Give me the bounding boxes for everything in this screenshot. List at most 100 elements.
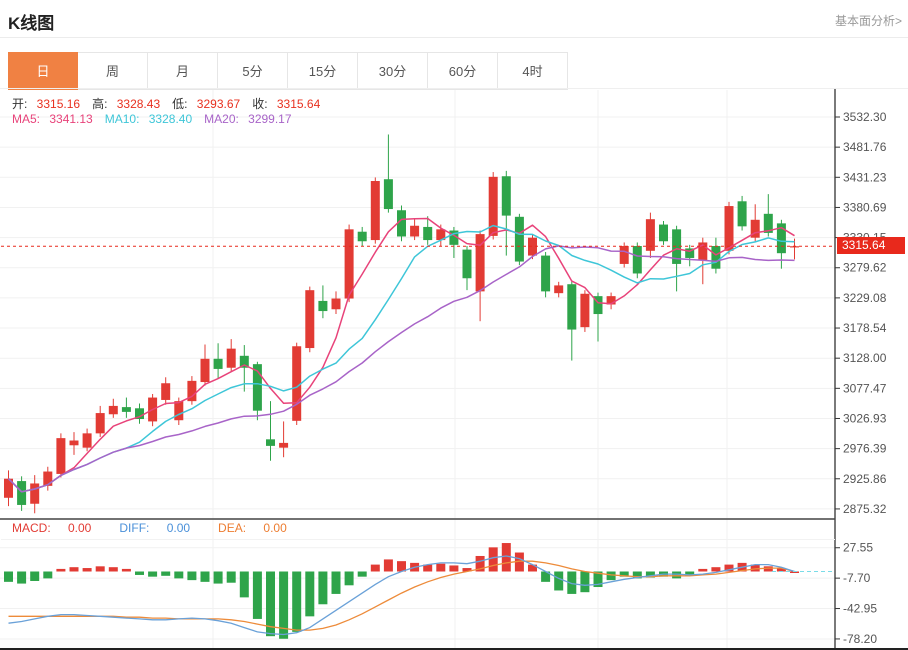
legend-item-ma20: MA20: 3299.17 [204, 112, 292, 126]
macd-bar [580, 571, 590, 593]
fundamental-analysis-link[interactable]: 基本面分析> [834, 14, 902, 28]
tab-5分[interactable]: 5分 [218, 52, 288, 90]
candle [593, 292, 603, 342]
macd-bar [95, 566, 105, 572]
macd-axis-label: -78.20 [843, 632, 877, 646]
macd-bar [135, 571, 144, 575]
macd-bar [449, 565, 459, 572]
price-axis-label: 2925.86 [843, 472, 887, 486]
macd-bar [292, 571, 302, 632]
tab-周[interactable]: 周 [78, 52, 148, 90]
macd-bar [4, 571, 13, 582]
candle [383, 134, 393, 213]
candle [17, 476, 27, 511]
legend-item-macd: MACD: 0.00 [12, 521, 92, 535]
macd-bar [763, 566, 773, 572]
macd-bar [121, 568, 131, 572]
candlesticks [4, 134, 799, 514]
candle [541, 252, 551, 298]
macd-bar [239, 571, 249, 598]
macd-bar [357, 571, 367, 577]
candle [685, 244, 695, 267]
macd-legend-line: MACD: 0.00 DIFF: 0.00 DEA: 0.00 [12, 521, 315, 535]
candle [397, 205, 406, 242]
macd-bar [462, 568, 472, 572]
candle [266, 401, 275, 461]
candle [580, 290, 590, 332]
tab-日[interactable]: 日 [8, 52, 78, 90]
candle [344, 224, 354, 303]
macd-bar [213, 571, 223, 584]
legend-item-ma10: MA10: 3328.40 [104, 112, 193, 126]
ohlc-info-line: 开: 3315.16 高: 3328.43 低: 3293.67 收: 3315.64 [12, 95, 332, 112]
candle [213, 343, 223, 379]
macd-bar [187, 571, 197, 581]
ma5-line [7, 217, 795, 493]
tab-15分[interactable]: 15分 [288, 52, 358, 90]
candle [292, 342, 302, 426]
macd-bar [383, 559, 393, 572]
price-axis-label: 3481.76 [843, 140, 887, 154]
candle [30, 475, 40, 514]
tab-4时[interactable]: 4时 [498, 52, 568, 90]
candle [200, 344, 210, 386]
price-axis-label: 3077.47 [843, 381, 887, 395]
ma-legend-line: MA5: 3341.13 MA10: 3328.40 MA20: 3299.17 [12, 112, 304, 126]
macd-bar [174, 571, 184, 579]
macd-bar [344, 571, 354, 586]
candle [632, 242, 642, 279]
macd-bar [698, 568, 708, 572]
legend-item-高: 高: 3328.43 [92, 97, 161, 111]
macd-bar [619, 571, 629, 577]
macd-bar [606, 571, 616, 581]
candle [750, 204, 760, 242]
macd-bar [554, 571, 564, 591]
macd-bar [43, 571, 53, 579]
candle [790, 238, 799, 260]
legend-item-低: 低: 3293.67 [172, 97, 241, 111]
last-price-badge: 3315.64 [837, 237, 905, 254]
candle [121, 397, 131, 418]
macd-bar [56, 568, 66, 572]
macd-bar [226, 571, 236, 583]
price-axis-label: 3431.23 [843, 170, 887, 184]
timeframe-tabbar: 日周月 5分 15分 30分 60分 4时 [8, 52, 568, 90]
macd-bar [331, 571, 341, 594]
macd-bar [17, 571, 27, 584]
macd-bar [593, 571, 603, 588]
macd-bar [161, 571, 171, 576]
tab-60分[interactable]: 60分 [428, 52, 498, 90]
macd-bar [514, 552, 524, 572]
macd-bar [488, 547, 498, 572]
macd-bar [30, 571, 40, 581]
price-axis-label: 3380.69 [843, 200, 887, 214]
diff-line [8, 555, 795, 636]
price-axis-label: 2875.32 [843, 502, 887, 516]
candle [462, 246, 472, 291]
kline-chart-canvas[interactable]: 3532.303481.763431.233380.693330.153279.… [0, 89, 908, 650]
macd-bar [82, 568, 92, 572]
macd-histogram [4, 543, 799, 639]
candle [514, 213, 524, 266]
macd-bar [108, 567, 118, 572]
legend-item-收: 收: 3315.64 [252, 97, 321, 111]
candle [4, 470, 13, 507]
macd-bar [318, 571, 328, 605]
candle [619, 242, 629, 268]
candle [161, 377, 171, 405]
macd-bar [567, 571, 577, 594]
macd-axis-label: -42.95 [843, 602, 877, 616]
candle [449, 226, 459, 258]
candle [318, 285, 328, 319]
candle [763, 194, 773, 237]
tab-30分[interactable]: 30分 [358, 52, 428, 90]
candle [606, 292, 616, 310]
candle [528, 234, 537, 260]
candle [501, 170, 511, 256]
ma20-line [7, 245, 795, 493]
macd-bar [632, 571, 642, 579]
price-axis-label: 3229.08 [843, 291, 887, 305]
candle [135, 403, 144, 424]
candle [423, 216, 433, 245]
tab-月[interactable]: 月 [148, 52, 218, 90]
